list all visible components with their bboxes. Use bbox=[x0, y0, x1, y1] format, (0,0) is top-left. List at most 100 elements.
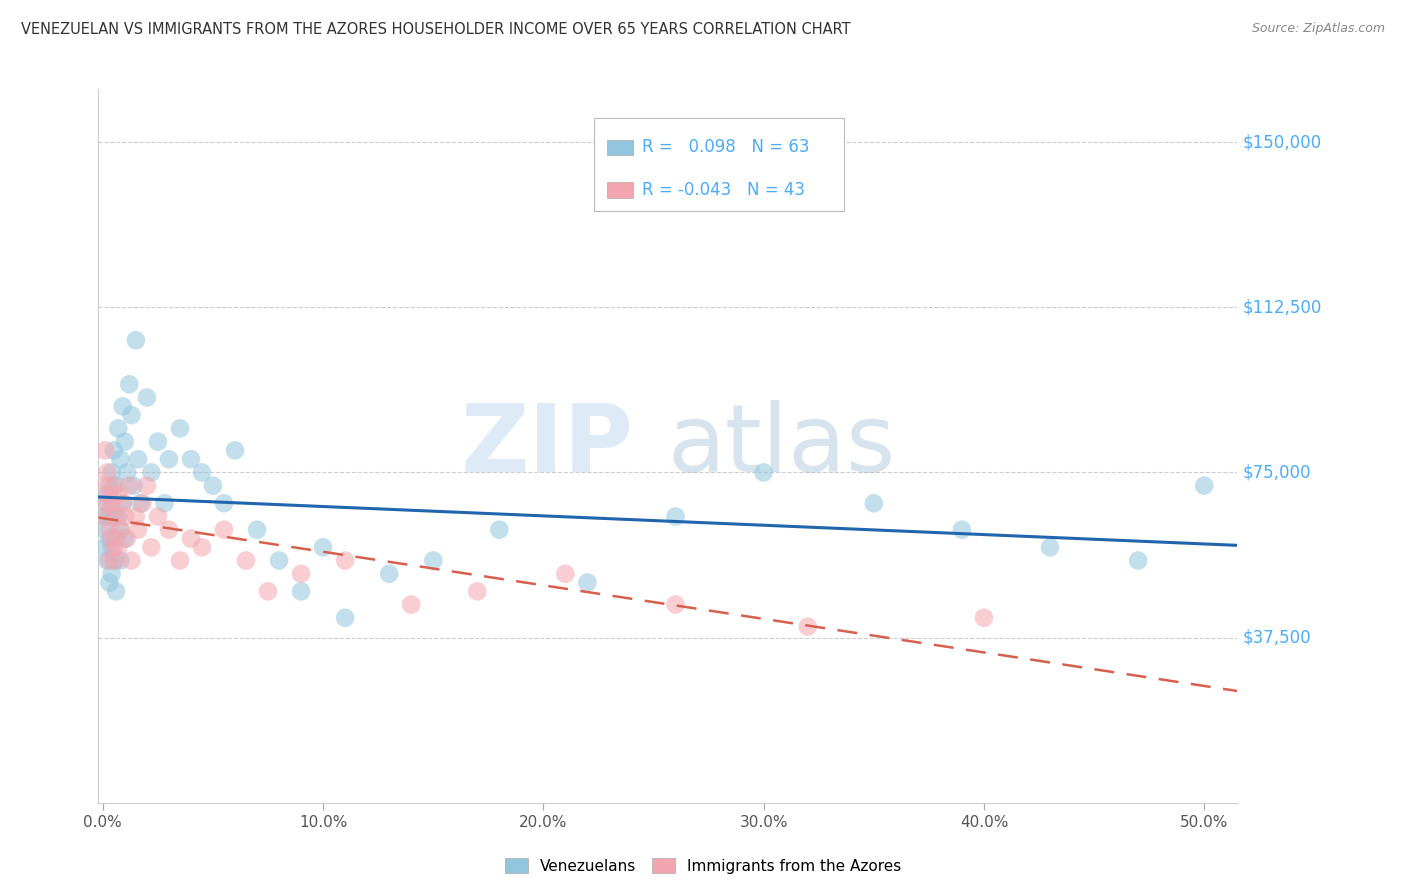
Point bbox=[664, 509, 686, 524]
Text: atlas: atlas bbox=[668, 400, 896, 492]
FancyBboxPatch shape bbox=[607, 182, 633, 198]
Point bbox=[98, 575, 121, 590]
Point bbox=[141, 541, 163, 555]
Point bbox=[312, 541, 335, 555]
Point bbox=[100, 496, 122, 510]
Point bbox=[94, 523, 117, 537]
Point bbox=[664, 598, 686, 612]
Point bbox=[110, 452, 132, 467]
Point bbox=[98, 487, 121, 501]
Point bbox=[100, 532, 122, 546]
Point bbox=[169, 421, 191, 435]
Point bbox=[105, 553, 128, 567]
Point bbox=[399, 598, 422, 612]
Point bbox=[98, 478, 121, 492]
Point bbox=[290, 566, 312, 581]
Point bbox=[135, 391, 157, 405]
Point bbox=[127, 452, 149, 467]
Point bbox=[107, 487, 129, 501]
Point bbox=[950, 523, 973, 537]
Point bbox=[1192, 478, 1215, 492]
Point bbox=[127, 523, 149, 537]
Point bbox=[157, 523, 180, 537]
Point bbox=[105, 478, 128, 492]
Point bbox=[94, 541, 117, 555]
Point bbox=[378, 566, 401, 581]
Point bbox=[107, 509, 129, 524]
Point bbox=[114, 434, 136, 449]
Point bbox=[107, 541, 129, 555]
Point bbox=[100, 541, 122, 555]
Point bbox=[103, 443, 125, 458]
Point bbox=[103, 553, 125, 567]
Point bbox=[114, 532, 136, 546]
Point bbox=[103, 509, 125, 524]
Point bbox=[180, 532, 202, 546]
Point bbox=[110, 523, 132, 537]
Text: VENEZUELAN VS IMMIGRANTS FROM THE AZORES HOUSEHOLDER INCOME OVER 65 YEARS CORREL: VENEZUELAN VS IMMIGRANTS FROM THE AZORES… bbox=[21, 22, 851, 37]
Point bbox=[121, 408, 143, 422]
Point bbox=[118, 377, 141, 392]
Point bbox=[105, 509, 128, 524]
Text: $150,000: $150,000 bbox=[1243, 133, 1322, 151]
Text: R =   0.098   N = 63: R = 0.098 N = 63 bbox=[641, 138, 810, 156]
Point bbox=[98, 532, 121, 546]
Point bbox=[100, 466, 122, 480]
Point bbox=[267, 553, 290, 567]
Point bbox=[103, 478, 125, 492]
Point bbox=[333, 553, 356, 567]
Point bbox=[1126, 553, 1149, 567]
Point bbox=[752, 466, 775, 480]
Point bbox=[796, 619, 818, 633]
Point bbox=[153, 496, 176, 510]
Point bbox=[98, 509, 121, 524]
Point bbox=[290, 584, 312, 599]
FancyBboxPatch shape bbox=[593, 118, 845, 211]
Point bbox=[100, 566, 122, 581]
Point bbox=[114, 509, 136, 524]
Point bbox=[98, 523, 121, 537]
Point bbox=[191, 466, 214, 480]
Point bbox=[111, 400, 134, 414]
Point bbox=[235, 553, 257, 567]
Point bbox=[146, 434, 169, 449]
Point bbox=[96, 496, 118, 510]
Point bbox=[94, 443, 117, 458]
Point bbox=[146, 509, 169, 524]
Text: R = -0.043   N = 43: R = -0.043 N = 43 bbox=[641, 181, 804, 199]
Point bbox=[973, 611, 995, 625]
Point bbox=[141, 466, 163, 480]
Point bbox=[110, 523, 132, 537]
Point bbox=[862, 496, 884, 510]
Point bbox=[98, 553, 121, 567]
Point bbox=[96, 466, 118, 480]
Point bbox=[554, 566, 576, 581]
Point bbox=[107, 421, 129, 435]
Point bbox=[465, 584, 488, 599]
Point bbox=[212, 496, 235, 510]
Point bbox=[94, 509, 117, 524]
Point bbox=[422, 553, 444, 567]
Point bbox=[110, 553, 132, 567]
Point bbox=[131, 496, 153, 510]
Point bbox=[333, 611, 356, 625]
Point bbox=[135, 478, 157, 492]
Point bbox=[105, 532, 128, 546]
Text: $112,500: $112,500 bbox=[1243, 298, 1323, 317]
Text: Source: ZipAtlas.com: Source: ZipAtlas.com bbox=[1251, 22, 1385, 36]
Point bbox=[111, 496, 134, 510]
Text: $75,000: $75,000 bbox=[1243, 464, 1312, 482]
Point bbox=[111, 496, 134, 510]
Point bbox=[157, 452, 180, 467]
Point bbox=[201, 478, 224, 492]
Point bbox=[115, 532, 138, 546]
Point bbox=[122, 478, 145, 492]
Point bbox=[576, 575, 599, 590]
Text: $37,500: $37,500 bbox=[1243, 629, 1312, 647]
Legend: Venezuelans, Immigrants from the Azores: Venezuelans, Immigrants from the Azores bbox=[499, 852, 907, 880]
Point bbox=[103, 541, 125, 555]
Point bbox=[191, 541, 214, 555]
Point bbox=[257, 584, 280, 599]
Point bbox=[125, 509, 148, 524]
Point bbox=[169, 553, 191, 567]
